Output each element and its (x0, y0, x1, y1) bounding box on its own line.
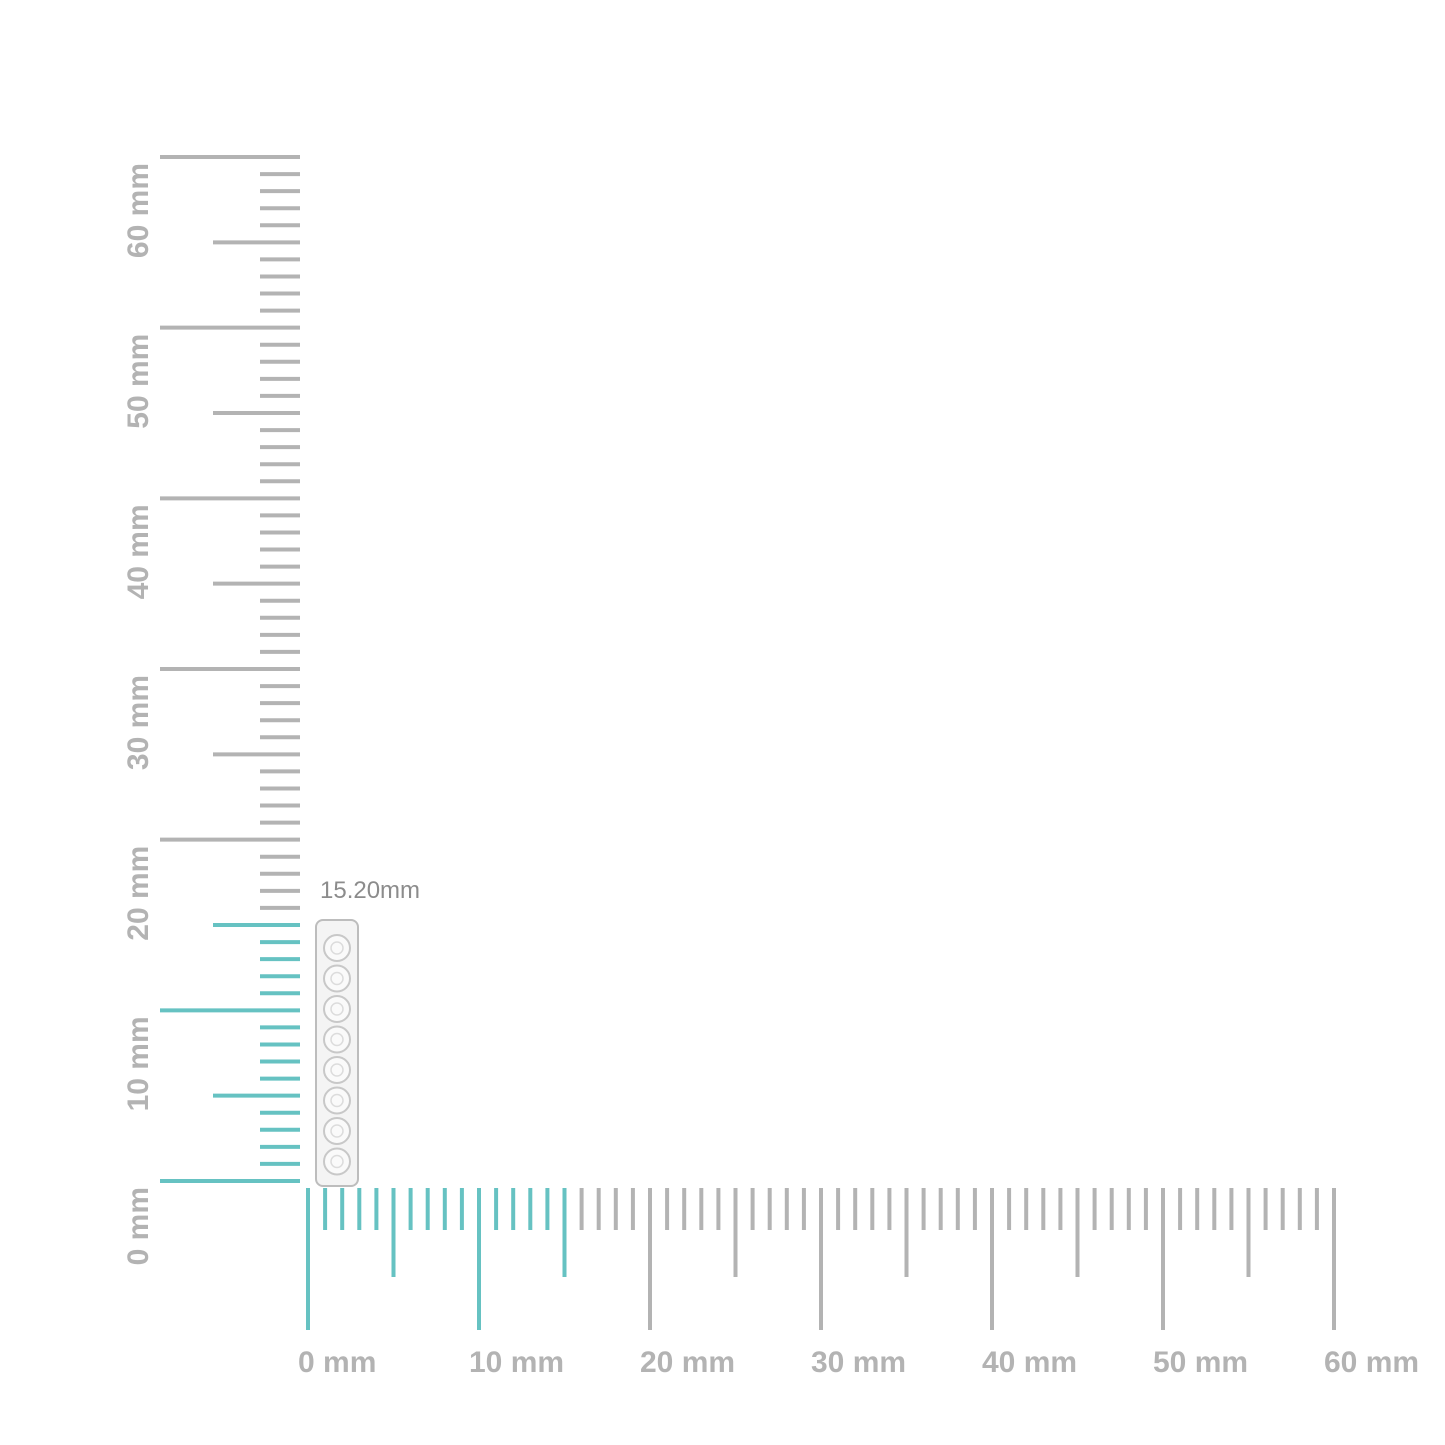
h-label: 50 mm (1153, 1346, 1248, 1379)
stone-facet (330, 1063, 344, 1077)
stone-facet (330, 971, 344, 986)
stone-facet (330, 1154, 344, 1169)
v-label: 10 mm (122, 1016, 155, 1111)
stone (323, 1025, 351, 1054)
h-label: 60 mm (1324, 1346, 1419, 1379)
stone (323, 934, 351, 962)
stone-facet (330, 941, 344, 955)
stone (323, 995, 351, 1023)
h-label: 40 mm (982, 1346, 1077, 1379)
h-label: 10 mm (469, 1346, 564, 1379)
stone (323, 1147, 351, 1176)
measurement-label: 15.20mm (320, 877, 420, 904)
v-label: 40 mm (122, 504, 155, 599)
v-label: 0 mm (122, 1187, 155, 1265)
stone (323, 1056, 351, 1084)
stone-facet (330, 1002, 344, 1016)
h-label: 30 mm (811, 1346, 906, 1379)
v-label: 20 mm (122, 846, 155, 941)
earring (315, 919, 359, 1187)
stone-facet (330, 1093, 344, 1108)
stone (323, 964, 351, 993)
ruler-ticks (160, 155, 1336, 1330)
h-label: 20 mm (640, 1346, 735, 1379)
stone (323, 1117, 351, 1145)
ruler-labels: 0 mm 10 mm 20 mm 30 mm 40 mm 50 mm 60 mm 0 mm 10… (122, 163, 1419, 1379)
stone-facet (330, 1032, 344, 1047)
v-label: 50 mm (122, 334, 155, 429)
v-label: 60 mm (122, 163, 155, 258)
h-label: 0 mm (298, 1346, 376, 1379)
stone (323, 1086, 351, 1115)
stone-facet (330, 1124, 344, 1138)
stones (323, 934, 351, 1176)
v-label: 30 mm (122, 675, 155, 770)
